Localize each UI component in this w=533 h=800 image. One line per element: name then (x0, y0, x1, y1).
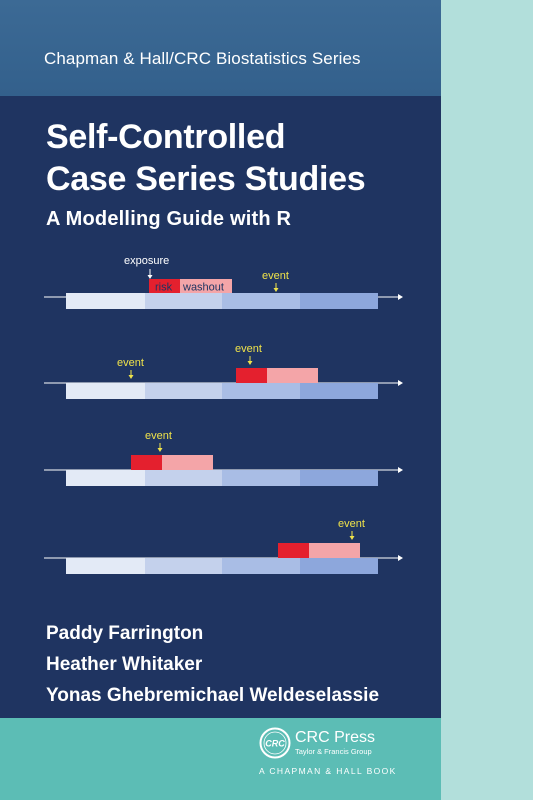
washout-period (309, 543, 360, 558)
axis-arrowhead (398, 555, 403, 561)
timeline-segment (66, 383, 145, 399)
event-label: event (117, 357, 144, 369)
title-line-1: Self-Controlled (46, 118, 286, 156)
timeline-segment (145, 293, 222, 309)
event-label: event (235, 343, 262, 355)
timeline-segment (222, 383, 300, 399)
event-label: event (262, 270, 289, 282)
author-1: Paddy Farrington (46, 623, 204, 644)
series-title: Chapman & Hall/CRC Biostatistics Series (44, 49, 361, 68)
event-arrowhead (273, 288, 279, 292)
publisher-name: CRC Press (295, 729, 376, 746)
timeline-segment (66, 293, 145, 309)
timeline-segment (300, 470, 378, 486)
risk-period (236, 368, 267, 383)
publisher-group: Taylor & Francis Group (295, 747, 372, 756)
risk-period (131, 455, 162, 470)
axis-arrowhead (398, 380, 403, 386)
author-2: Heather Whitaker (46, 654, 203, 675)
title-line-2: Case Series Studies (46, 160, 366, 198)
event-arrowhead (247, 361, 253, 365)
event-arrowhead (157, 448, 163, 452)
author-3: Yonas Ghebremichael Weldeselassie (46, 685, 380, 706)
timeline-segment (66, 470, 145, 486)
timeline-row-3: event (44, 430, 403, 486)
timeline-segment (222, 558, 300, 574)
publisher-band (0, 718, 441, 800)
timeline-segment (300, 383, 378, 399)
sccs-diagram: exposure risk washout event event event (44, 255, 403, 574)
axis-arrowhead (398, 467, 403, 473)
risk-period (149, 279, 180, 293)
timeline-segment (222, 470, 300, 486)
timeline-segment (66, 558, 145, 574)
event-arrowhead (349, 536, 355, 540)
exposure-label: exposure (124, 255, 169, 267)
timeline-segment (145, 470, 222, 486)
timeline-row-2: event event (44, 343, 403, 399)
timeline-segment (300, 558, 378, 574)
event-label: event (338, 518, 365, 530)
timeline-segment (300, 293, 378, 309)
timeline-segment (222, 293, 300, 309)
crc-press-logo-icon: CRC (259, 727, 291, 759)
timeline-row-4: event (44, 518, 403, 574)
timeline-segment (145, 383, 222, 399)
subtitle: A Modelling Guide with R (46, 208, 292, 230)
exposure-arrowhead (147, 275, 153, 279)
axis-arrowhead (398, 294, 403, 300)
event-label: event (145, 430, 172, 442)
risk-label: risk (155, 282, 173, 294)
washout-period (267, 368, 318, 383)
svg-text:CRC: CRC (265, 739, 285, 749)
washout-label: washout (182, 282, 224, 294)
washout-period (180, 279, 232, 293)
main-panel (0, 96, 441, 718)
series-band: Chapman & Hall/CRC Biostatistics Series (0, 0, 441, 96)
event-arrowhead (128, 375, 134, 379)
timeline-row-1: exposure risk washout event (44, 255, 403, 309)
washout-period (162, 455, 213, 470)
timeline-segment (145, 558, 222, 574)
side-strip (441, 0, 533, 800)
risk-period (278, 543, 309, 558)
publisher-imprint: A CHAPMAN & HALL BOOK (259, 766, 397, 776)
